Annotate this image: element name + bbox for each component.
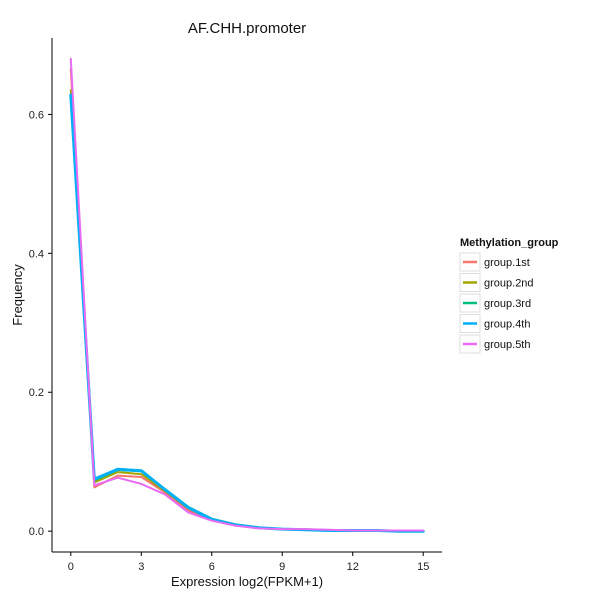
- y-axis-ticks: 0.0 0.2 0.4 0.6: [29, 109, 52, 538]
- legend-label: group.4th: [484, 319, 530, 331]
- series-line-group-4th: [69, 93, 425, 533]
- y-tick-label: 0.6: [29, 109, 44, 121]
- y-tick-label: 0.4: [29, 248, 44, 260]
- legend-label: group.5th: [484, 339, 530, 351]
- y-axis-title: Frequency: [10, 264, 25, 326]
- x-axis-ticks: 0 3 6 9 12 15: [68, 552, 429, 573]
- x-tick-label: 6: [209, 561, 215, 573]
- y-tick-label: 0.2: [29, 387, 44, 399]
- x-tick-label: 12: [347, 561, 359, 573]
- x-axis-title: Expression log2(FPKM+1): [171, 574, 323, 589]
- legend-title: Methylation_group: [460, 237, 559, 249]
- plot-area: [69, 57, 425, 533]
- x-tick-label: 15: [417, 561, 429, 573]
- series-line-group-5th: [69, 57, 425, 532]
- legend-label: group.2nd: [484, 278, 534, 290]
- chart-title: AF.CHH.promoter: [188, 20, 306, 37]
- legend-items: group.1st group.2nd group.3rd group.4th grou…: [459, 252, 534, 354]
- series-line-group-3rd: [69, 94, 425, 533]
- legend-label: group.1st: [484, 257, 530, 269]
- legend: Methylation_group group.1stgroup.2ndgrou…: [459, 237, 559, 354]
- x-tick-label: 3: [138, 561, 144, 573]
- x-tick-label: 9: [279, 561, 285, 573]
- x-tick-label: 0: [68, 561, 74, 573]
- series-line-group-2nd: [69, 89, 425, 533]
- y-tick-label: 0.0: [29, 526, 44, 538]
- series-line-group-1st: [69, 68, 425, 533]
- legend-label: group.3rd: [484, 298, 531, 310]
